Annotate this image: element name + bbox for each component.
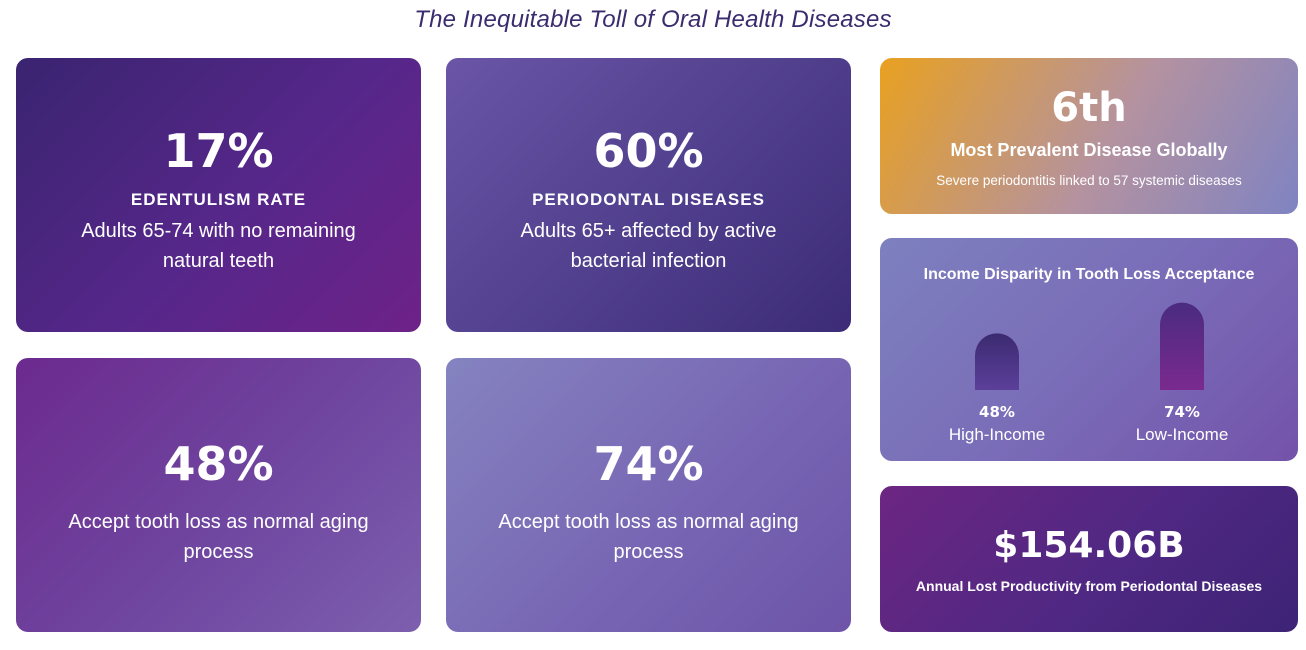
accept-low-description: Accept tooth loss as normal aging proces… bbox=[498, 511, 799, 563]
edentulism-description: Adults 65-74 with no remaining natural t… bbox=[81, 220, 356, 272]
periodontal-description: Adults 65+ affected by active bacterial … bbox=[520, 220, 777, 272]
productivity-value: $154.06B bbox=[993, 525, 1185, 566]
bar-category-label: Low-Income bbox=[1136, 425, 1229, 444]
periodontal-label: PERIODONTAL DISEASES bbox=[532, 190, 765, 209]
income-disparity-chart: 48% High-Income 74% Low-Income bbox=[949, 302, 1229, 444]
edentulism-label: EDENTULISM RATE bbox=[130, 190, 307, 209]
accept-low-value: 74% bbox=[593, 437, 704, 491]
edentulism-value: 17% bbox=[163, 124, 274, 178]
income-disparity-chart-card: Income Disparity in Tooth Loss Acceptanc… bbox=[880, 238, 1298, 461]
bar-category-label: High-Income bbox=[949, 425, 1045, 444]
periodontal-value: 60% bbox=[593, 124, 704, 178]
accept-low-card: 74% Accept tooth loss as normal aging pr… bbox=[446, 358, 851, 632]
accept-high-description: Accept tooth loss as normal aging proces… bbox=[68, 511, 369, 563]
bar-low-income bbox=[1160, 302, 1204, 390]
chart-title: Income Disparity in Tooth Loss Acceptanc… bbox=[923, 266, 1255, 283]
bar-value-label: 74% bbox=[1164, 403, 1200, 421]
productivity-detail: Annual Lost Productivity from Periodonta… bbox=[915, 578, 1263, 594]
prevalence-detail: Severe periodontitis linked to 57 system… bbox=[936, 173, 1242, 188]
prevalence-value: 6th bbox=[1051, 85, 1127, 131]
accept-high-card: 48% Accept tooth loss as normal aging pr… bbox=[16, 358, 421, 632]
periodontal-card: 60% PERIODONTAL DISEASES Adults 65+ affe… bbox=[446, 58, 851, 332]
prevalence-headline: Most Prevalent Disease Globally bbox=[950, 140, 1228, 160]
productivity-card: $154.06B Annual Lost Productivity from P… bbox=[880, 486, 1298, 632]
bar-value-label: 48% bbox=[979, 403, 1015, 421]
accept-high-value: 48% bbox=[163, 437, 274, 491]
prevalence-card: 6th Most Prevalent Disease Globally Seve… bbox=[880, 58, 1298, 214]
bar-high-income bbox=[975, 333, 1019, 390]
edentulism-card: 17% EDENTULISM RATE Adults 65-74 with no… bbox=[16, 58, 421, 332]
page-title: The Inequitable Toll of Oral Health Dise… bbox=[414, 6, 892, 33]
